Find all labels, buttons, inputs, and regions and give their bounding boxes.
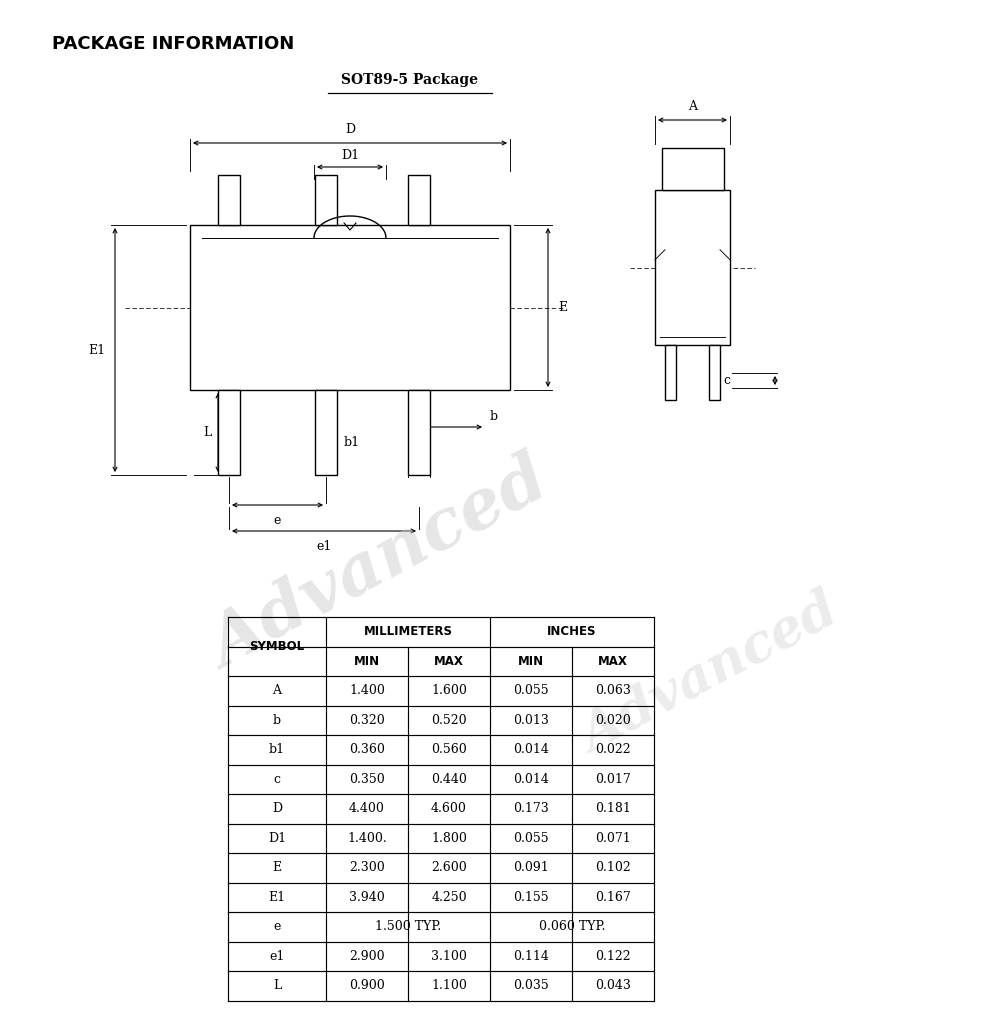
Text: 0.017: 0.017 — [596, 773, 631, 786]
Bar — [408, 390, 430, 475]
Text: c: c — [723, 374, 730, 387]
Text: 0.102: 0.102 — [596, 861, 631, 874]
Text: 2.900: 2.900 — [349, 950, 385, 962]
Text: 0.114: 0.114 — [513, 950, 549, 962]
Text: 0.035: 0.035 — [513, 979, 549, 992]
Text: PACKAGE INFORMATION: PACKAGE INFORMATION — [52, 35, 294, 53]
Bar — [190, 226, 510, 390]
Bar — [665, 345, 676, 400]
Text: D: D — [345, 123, 355, 136]
Bar — [315, 390, 337, 475]
Text: 0.360: 0.360 — [349, 743, 385, 756]
Text: E1: E1 — [88, 343, 105, 357]
Text: 3.100: 3.100 — [431, 950, 467, 962]
Text: b: b — [490, 410, 498, 423]
Text: c: c — [274, 773, 280, 786]
Text: E: E — [273, 861, 281, 874]
Text: e1: e1 — [316, 540, 332, 554]
Text: 0.055: 0.055 — [513, 685, 549, 697]
Text: 0.167: 0.167 — [596, 891, 631, 904]
Text: 0.091: 0.091 — [513, 861, 549, 874]
Text: b: b — [273, 713, 281, 727]
Bar — [218, 390, 240, 475]
Text: INCHES: INCHES — [547, 625, 597, 639]
Text: 0.440: 0.440 — [431, 773, 467, 786]
Text: SOT89-5 Package: SOT89-5 Package — [342, 73, 479, 87]
Bar — [709, 345, 720, 400]
Text: 0.122: 0.122 — [596, 950, 631, 962]
Text: e1: e1 — [270, 950, 284, 962]
Text: 0.014: 0.014 — [513, 743, 549, 756]
Text: 1.600: 1.600 — [431, 685, 467, 697]
Text: 0.055: 0.055 — [513, 831, 549, 845]
Text: 2.300: 2.300 — [349, 861, 385, 874]
Text: 1.800: 1.800 — [431, 831, 467, 845]
Text: Advanced: Advanced — [573, 586, 847, 764]
Text: Advanced: Advanced — [199, 448, 561, 683]
Text: 0.181: 0.181 — [595, 803, 631, 815]
Text: 0.063: 0.063 — [595, 685, 631, 697]
Text: L: L — [204, 426, 212, 439]
Text: MAX: MAX — [598, 655, 628, 667]
Text: 0.014: 0.014 — [513, 773, 549, 786]
Text: D1: D1 — [268, 831, 286, 845]
Text: 0.520: 0.520 — [431, 713, 467, 727]
Bar — [315, 175, 337, 226]
Text: 0.060 TYP.: 0.060 TYP. — [539, 920, 606, 933]
Text: 0.043: 0.043 — [595, 979, 631, 992]
Text: A: A — [273, 685, 281, 697]
Text: 0.020: 0.020 — [596, 713, 631, 727]
Text: 0.013: 0.013 — [513, 713, 549, 727]
Text: 3.940: 3.940 — [349, 891, 385, 904]
Text: 4.250: 4.250 — [431, 891, 467, 904]
Text: 0.071: 0.071 — [596, 831, 631, 845]
Text: b1: b1 — [269, 743, 285, 756]
Text: 1.400.: 1.400. — [347, 831, 386, 845]
Text: 1.400: 1.400 — [349, 685, 385, 697]
Text: E: E — [558, 301, 567, 314]
Text: 0.022: 0.022 — [596, 743, 631, 756]
Text: MILLIMETERS: MILLIMETERS — [364, 625, 453, 639]
Bar — [655, 190, 730, 345]
Text: 0.350: 0.350 — [349, 773, 385, 786]
Text: MIN: MIN — [518, 655, 544, 667]
Text: L: L — [273, 979, 281, 992]
Text: E1: E1 — [269, 891, 285, 904]
Text: b1: b1 — [344, 436, 360, 449]
Text: 4.400: 4.400 — [349, 803, 385, 815]
Bar — [218, 175, 240, 226]
Text: 1.100: 1.100 — [431, 979, 467, 992]
Text: MIN: MIN — [354, 655, 381, 667]
Text: A: A — [688, 100, 697, 113]
Text: 0.320: 0.320 — [349, 713, 385, 727]
Text: 0.560: 0.560 — [431, 743, 467, 756]
Bar — [662, 148, 723, 190]
Text: 0.900: 0.900 — [349, 979, 385, 992]
Text: D1: D1 — [341, 149, 359, 162]
Text: 2.600: 2.600 — [431, 861, 467, 874]
Text: 1.500 TYP.: 1.500 TYP. — [375, 920, 441, 933]
Text: e: e — [274, 514, 281, 527]
Text: 0.173: 0.173 — [513, 803, 549, 815]
Text: 0.155: 0.155 — [513, 891, 549, 904]
Text: MAX: MAX — [434, 655, 464, 667]
Bar — [408, 175, 430, 226]
Text: e: e — [274, 920, 280, 933]
Text: SYMBOL: SYMBOL — [250, 640, 304, 653]
Text: D: D — [272, 803, 282, 815]
Text: 4.600: 4.600 — [431, 803, 467, 815]
